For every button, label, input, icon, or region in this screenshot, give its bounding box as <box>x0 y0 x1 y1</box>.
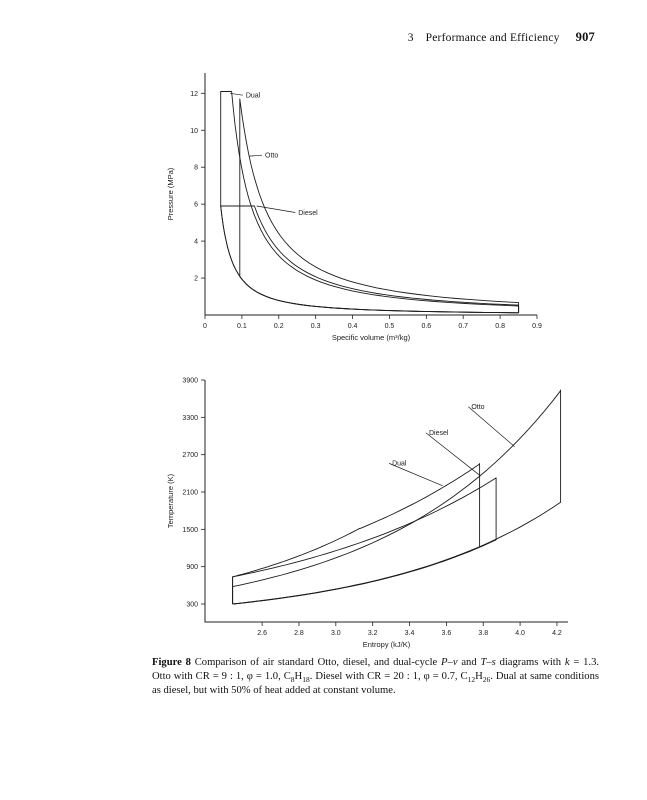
ts-x-tick-label: 3.0 <box>331 630 341 637</box>
ts-y-tick-label: 2100 <box>182 490 198 497</box>
pv-y-axis-label: Pressure (MPa) <box>166 167 175 220</box>
caption-run: – <box>447 657 453 668</box>
caption-run: Figure 8 <box>152 657 191 668</box>
pv-x-tick-label: 0.5 <box>385 323 395 330</box>
ts-x-tick-label: 3.6 <box>442 630 452 637</box>
caption-run: T <box>480 657 487 668</box>
ts-x-axis-label: Entropy (kJ/K) <box>363 640 411 649</box>
ts-curve-dual <box>232 462 481 605</box>
pv-curve-dual <box>220 91 520 314</box>
pv-x-tick-label: 0.7 <box>458 323 468 330</box>
pv-curve-label-otto: Otto <box>265 153 278 160</box>
pv-x-tick-label: 0.8 <box>495 323 505 330</box>
figure-caption: Figure 8 Comparison of air standard Otto… <box>152 656 599 698</box>
caption-run: = 1.3. Otto with CR = 9 : 1, φ = 1.0, C <box>152 657 600 682</box>
ts-y-tick-label: 2700 <box>182 452 198 459</box>
caption-run: 8 <box>290 674 295 684</box>
caption-run: diagrams with <box>495 657 565 668</box>
caption-run: and <box>457 657 481 668</box>
pv-label-leader-diesel <box>256 205 296 213</box>
pv-curve-label-diesel: Diesel <box>298 210 318 217</box>
ts-y-tick-label: 1500 <box>182 527 198 534</box>
pv-diagram: 0 0.1 0.2 0.3 0.4 0.5 0.6 0.7 0.8 0.9 2 4 6 8 10 12 Spec… <box>166 73 542 342</box>
pv-y-tick-label: 6 <box>194 202 198 209</box>
ts-curve-diesel <box>232 477 497 605</box>
caption-run: 26 <box>482 674 491 684</box>
chapter-title: Performance and Efficiency <box>425 32 560 44</box>
ts-x-tick-label: 3.8 <box>478 630 488 637</box>
ts-label-leader-dual <box>388 463 443 487</box>
pv-curve-otto <box>239 98 520 314</box>
ts-x-tick-label: 3.4 <box>405 630 415 637</box>
pv-x-tick-label: 0.4 <box>348 323 358 330</box>
pv-label-leader-dual <box>230 92 243 96</box>
pv-y-tick-label: 12 <box>190 91 198 98</box>
pv-x-tick-label: 0.2 <box>274 323 284 330</box>
pv-y-tick-label: 8 <box>194 165 198 172</box>
pv-y-tick-label: 4 <box>194 239 198 246</box>
ts-x-tick-label: 4.0 <box>515 630 525 637</box>
ts-y-tick-label: 900 <box>186 564 198 571</box>
caption-run: . Diesel with CR = 20 : 1, φ = 0.7, C <box>309 670 468 682</box>
ts-curve-otto <box>232 389 562 605</box>
ts-y-tick-label: 3900 <box>182 378 198 385</box>
page-header: 3 Performance and Efficiency 907 <box>408 30 595 45</box>
caption-run: k <box>564 657 570 668</box>
caption-run: 18 <box>302 674 310 684</box>
caption-run: v <box>452 657 458 668</box>
ts-y-tick-label: 300 <box>186 602 198 609</box>
caption-run: Comparison of air standard Otto, diesel,… <box>190 657 442 668</box>
ts-curve-label-otto: Otto <box>471 404 484 411</box>
pv-y-tick-label: 2 <box>194 276 198 283</box>
ts-label-leader-diesel <box>425 432 480 476</box>
pv-y-tick-label: 10 <box>190 128 198 135</box>
pv-curve-diesel <box>220 205 520 314</box>
ts-axes <box>204 380 568 623</box>
ts-y-tick-label: 3300 <box>182 415 198 422</box>
caption-run: – <box>486 657 492 668</box>
ts-curve-label-dual: Dual <box>392 461 407 468</box>
pv-x-axis-label: Specific volume (m³/kg) <box>332 333 411 342</box>
pv-x-tick-label: 0 <box>203 323 207 330</box>
caption-run: P <box>441 657 448 668</box>
pv-curve-label-dual: Dual <box>246 92 261 99</box>
caption-run: H <box>475 670 483 682</box>
ts-curve-label-diesel: Diesel <box>429 430 449 437</box>
ts-x-tick-label: 3.2 <box>368 630 378 637</box>
caption-run: s <box>491 657 496 668</box>
ts-x-tick-label: 2.8 <box>294 630 304 637</box>
page-number: 907 <box>575 30 595 44</box>
ts-x-tick-label: 4.2 <box>552 630 562 637</box>
pv-label-leader-otto <box>249 154 263 157</box>
pv-x-tick-label: 0.6 <box>421 323 431 330</box>
ts-x-tick-label: 2.6 <box>257 630 267 637</box>
pv-x-tick-label: 0.1 <box>237 323 247 330</box>
ts-diagram: 2.6 2.8 3.0 3.2 3.4 3.6 3.8 4.0 4.2 300 900 1500 210… <box>166 378 568 649</box>
ts-y-axis-label: Temperature (K) <box>166 473 175 528</box>
ts-label-leader-otto <box>468 406 515 447</box>
caption-run: H <box>294 670 303 682</box>
pv-axes <box>204 73 537 316</box>
pv-x-tick-label: 0.9 <box>532 323 542 330</box>
pv-x-tick-label: 0.3 <box>311 323 321 330</box>
caption-run: 12 <box>467 674 476 684</box>
caption-run: . Dual at same conditions as diesel, but… <box>152 670 599 697</box>
chapter-number: 3 <box>407 32 414 44</box>
